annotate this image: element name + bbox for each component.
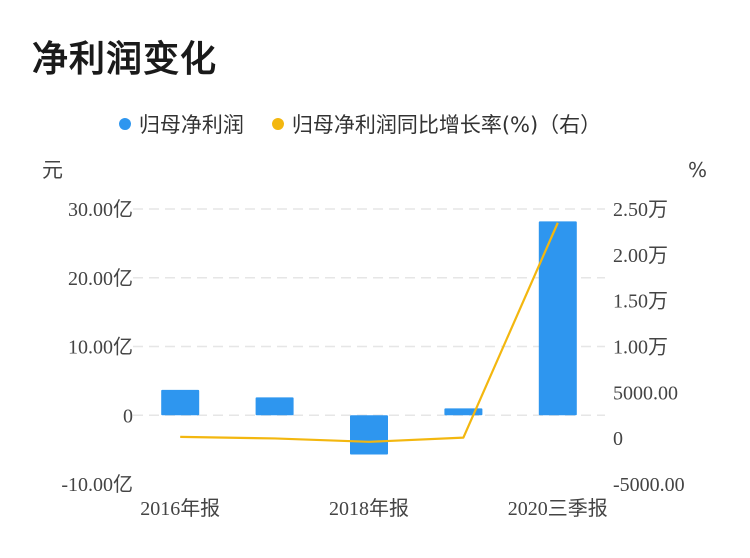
right-axis-unit: % xyxy=(688,158,707,182)
legend: 归母净利润 归母净利润同比增长率(%)（右） xyxy=(0,109,720,139)
bar xyxy=(350,415,388,455)
bar xyxy=(538,221,577,416)
right-axis-tick-label: 1.00万 xyxy=(613,337,668,359)
legend-item-net-profit[interactable]: 归母净利润 xyxy=(118,109,244,139)
right-axis-tick-label: 2.50万 xyxy=(613,199,668,221)
legend-label-growth-rate: 归母净利润同比增长率(%)（右） xyxy=(291,113,602,137)
right-axis-tick-label: 0 xyxy=(613,428,623,450)
bar xyxy=(255,397,294,416)
right-axis-tick-label: -5000.00 xyxy=(613,474,685,496)
x-axis-tick-label: 2020三季报 xyxy=(508,497,608,520)
right-axis-tick-label: 2.00万 xyxy=(613,245,668,267)
x-axis-tick-label: 2016年报 xyxy=(140,497,220,520)
left-axis-unit: 元 xyxy=(42,158,63,182)
legend-dot-growth-rate xyxy=(271,118,284,130)
legend-item-growth-rate[interactable]: 归母净利润同比增长率(%)（右） xyxy=(271,109,602,139)
left-axis-tick-label: -10.00亿 xyxy=(61,473,133,496)
growth-rate-line xyxy=(180,222,559,443)
left-axis-tick-label: 0 xyxy=(123,405,133,427)
chart-title: 净利润变化 xyxy=(32,39,218,80)
bar xyxy=(161,389,200,416)
left-axis-tick-label: 20.00亿 xyxy=(68,267,133,290)
right-axis-tick-label: 1.50万 xyxy=(613,291,668,313)
right-axis-tick-label: 5000.00 xyxy=(613,382,678,404)
legend-dot-net-profit xyxy=(118,118,131,130)
legend-label-net-profit: 归母净利润 xyxy=(138,113,244,137)
left-axis-tick-label: 30.00亿 xyxy=(68,198,133,221)
x-axis-tick-label: 2018年报 xyxy=(329,497,409,520)
left-axis-tick-label: 10.00亿 xyxy=(68,336,133,359)
